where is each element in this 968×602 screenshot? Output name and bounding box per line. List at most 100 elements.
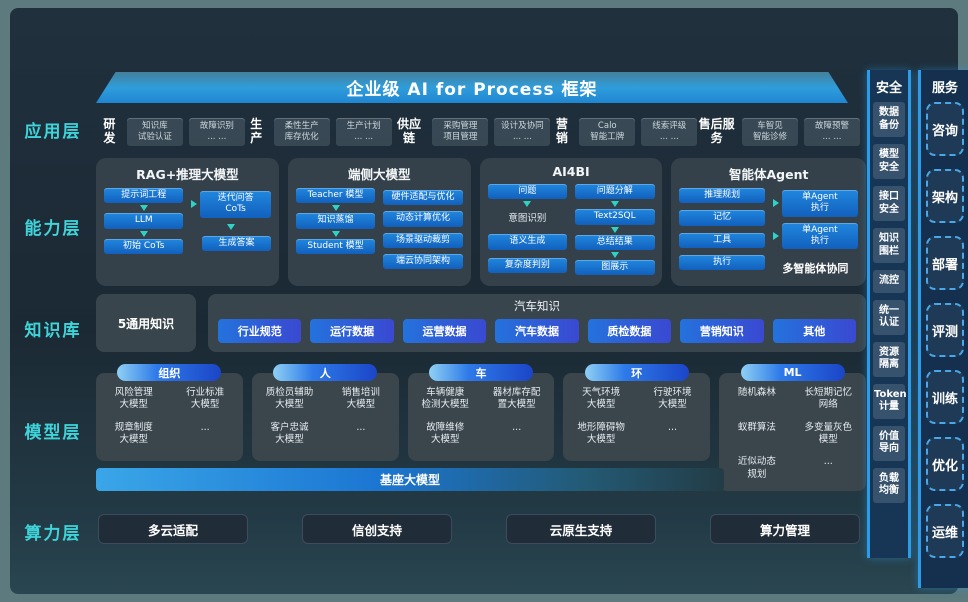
cap-step-box: 问题分解: [575, 184, 655, 200]
cap-step-box: 工具: [679, 232, 765, 248]
app-pill: 车智见 智能诊修: [741, 117, 798, 147]
security-column: 安全 数据 备份 模型 安全 接口 安全 知识 围栏 流控 统一 认证 资源 隔…: [867, 70, 911, 558]
app-group-name: 供应链: [397, 117, 422, 145]
security-item: 模型 安全: [873, 144, 905, 179]
arrow-down-icon: [523, 201, 532, 208]
cap-step-text: 意图识别: [508, 213, 547, 225]
foundation-model-bar: 基座大模型: [96, 468, 724, 491]
app-pill: 柔性生产 库存优化: [273, 117, 330, 147]
cap-card-ai4bi: AI4BI 问题 意图识别 语义生成 复杂度判别 问题分解 Text2SQL 总…: [479, 158, 663, 286]
app-group-after-sales: 售后服务 车智见 智能诊修 故障预警 ... ...: [697, 117, 860, 147]
service-item: 部署: [926, 236, 964, 290]
model-cell: ...: [200, 421, 210, 433]
diagram-canvas: 企业级 AI for Process 框架 应用层 能力层 知识库 模型层 算力…: [10, 8, 968, 594]
framework-title-banner: 企业级 AI for Process 框架: [96, 72, 848, 103]
capability-layer-row: RAG+推理大模型 提示词工程 LLM 初始 CoTs 迭代问答 CoTs: [96, 158, 866, 286]
model-cell: 器材库存配 置大模型: [492, 387, 541, 411]
app-pill-line: 生产计划: [346, 120, 381, 131]
security-item: Token 计量: [873, 383, 907, 419]
application-layer-row: 研发 知识库 试验认证 故障识别 ... ... 生产 柔性生产 库存优化 生产…: [98, 108, 860, 156]
cap-step-box: 总结结果: [575, 234, 655, 250]
app-group-name: 生产: [250, 117, 263, 145]
model-group-organization: 组织 风险管理 大模型 行业标准 大模型 规章制度 大模型 ...: [96, 364, 243, 461]
app-group-marketing: 营销 Calo 智能工牌 线索评级 ... ...: [550, 117, 698, 147]
layer-label-capability: 能力层: [24, 219, 82, 239]
model-cell: 多变量灰色 模型: [804, 421, 853, 446]
model-cell: 质检员辅助 大模型: [265, 387, 314, 411]
app-pill-line: 柔性生产: [284, 120, 319, 131]
app-group-name: 研发: [103, 117, 116, 145]
cap-card-title: 端侧大模型: [347, 167, 411, 182]
cap-step-box: 问题: [487, 184, 568, 200]
model-cell: 长短期记忆 网络: [804, 387, 853, 411]
app-pill-line: 知识库: [142, 120, 168, 131]
arrow-down-icon: [331, 230, 340, 237]
cap-step-box: 硬件适配与优化: [383, 190, 463, 206]
app-pill-line: Calo: [597, 120, 617, 131]
model-group-vehicle: 车 车辆健康 检测大模型 器材库存配 置大模型 故障维修 大模型 ...: [407, 364, 555, 461]
service-item: 优化: [926, 437, 964, 491]
model-group-ml: ML 随机森林 长短期记忆 网络 蚁群算法 多变量灰色 模型 近似动态 规划 .…: [719, 364, 866, 491]
compute-item: 信创支持: [302, 514, 452, 544]
arrow-right-icon: [772, 231, 779, 240]
model-cell: ...: [512, 421, 522, 433]
compute-item: 算力管理: [710, 514, 860, 544]
knowledge-layer-row: 5通用知识 汽车知识 行业规范 运行数据 运营数据 汽车数据 质检数据 营销知识…: [96, 294, 866, 352]
cap-step-box: 语义生成: [487, 234, 568, 250]
app-pill-line: 故障预警: [814, 120, 849, 131]
cap-step-box: 知识蒸馏: [295, 213, 376, 229]
app-pill: 故障识别 ... ...: [188, 117, 245, 147]
cap-step-box: Teacher 模型: [295, 188, 376, 204]
app-pill-line: 设计及协同: [501, 120, 544, 131]
app-group-rd: 研发 知识库 试验认证 故障识别 ... ...: [98, 117, 245, 147]
app-pill-line: 车智见: [757, 120, 783, 131]
knowledge-pill: 行业规范: [218, 319, 302, 343]
app-pill: 故障预警 ... ...: [803, 117, 860, 147]
auto-knowledge-card: 汽车知识 行业规范 运行数据 运营数据 汽车数据 质检数据 营销知识 其他: [208, 294, 866, 352]
model-cell: 销售培训 大模型: [341, 387, 380, 411]
model-cell: 蚁群算法: [737, 421, 776, 433]
app-pill-line: 智能工牌: [590, 132, 625, 142]
app-pill: 线索评级 ... ...: [641, 117, 698, 147]
security-item: 流控: [873, 270, 905, 293]
model-group-pill: 环: [584, 364, 689, 381]
knowledge-pill: 其他: [772, 319, 856, 343]
app-pill-line: 故障识别: [199, 120, 234, 131]
cap-step-box: 端云协同架构: [383, 253, 463, 269]
multi-agent-note: 多智能体协同: [782, 262, 849, 275]
cap-card-title: AI4BI: [552, 164, 590, 179]
app-pill: 生产计划 ... ...: [335, 117, 392, 147]
cap-step-box: 初始 CoTs: [104, 238, 184, 254]
model-cell: 行驶环境 大模型: [653, 387, 692, 411]
cap-step-box: Student 模型: [295, 238, 376, 254]
app-pill-line: ... ...: [659, 132, 679, 142]
cap-step-box: 记忆: [679, 210, 765, 226]
service-item: 运维: [926, 504, 964, 558]
cap-step-box: Text2SQL: [575, 209, 655, 225]
service-column-title: 服务: [931, 81, 958, 96]
compute-layer-row: 多云适配 信创支持 云原生支持 算力管理: [98, 514, 860, 544]
layer-label-knowledge: 知识库: [24, 321, 82, 341]
model-cell: 客户忠诚 大模型: [270, 421, 309, 446]
model-cell: 规章制度 大模型: [114, 421, 153, 446]
cap-step-box: 场景驱动裁剪: [383, 232, 463, 248]
arrow-down-icon: [331, 205, 340, 212]
model-cell: 随机森林: [737, 387, 776, 398]
model-cell: 近似动态 规划: [737, 456, 776, 480]
model-group-pill: 车: [428, 364, 533, 381]
compute-item: 多云适配: [98, 514, 248, 544]
model-cell: 车辆健康 检测大模型: [421, 387, 470, 411]
model-cell: 地形障碍物 大模型: [577, 421, 625, 446]
auto-knowledge-title: 汽车知识: [514, 299, 560, 313]
security-item: 资源 隔离: [873, 341, 905, 377]
model-cell: ...: [667, 421, 678, 433]
cap-card-title: 智能体Agent: [729, 167, 809, 182]
arrow-down-icon: [610, 226, 619, 233]
app-pill-line: 库存优化: [284, 132, 319, 142]
arrow-down-icon: [610, 201, 619, 208]
model-cell: 故障维修 大模型: [426, 421, 465, 446]
app-group-name: 营销: [555, 117, 568, 145]
app-pill-line: ... ...: [512, 132, 532, 142]
cap-step-box: 推理规划: [679, 188, 765, 204]
knowledge-pill: 运行数据: [310, 319, 394, 343]
